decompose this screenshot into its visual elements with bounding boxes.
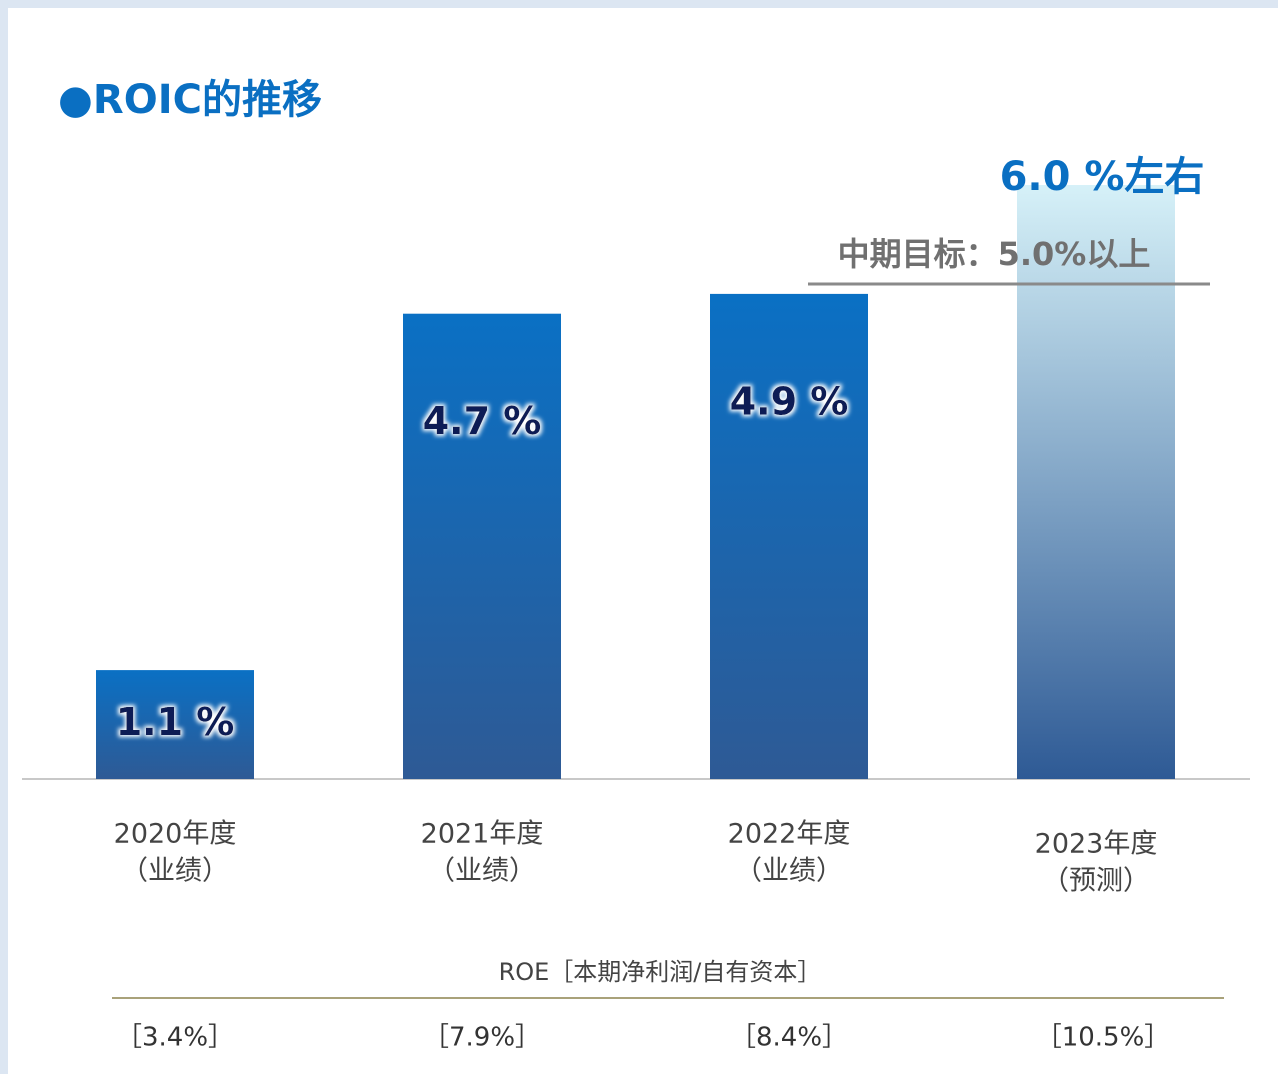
x-tick-label: 2022年度 [728, 819, 851, 850]
frame-left [0, 0, 8, 1074]
value-label: 4.9 % [730, 379, 849, 423]
bar [403, 313, 561, 779]
bar [96, 670, 254, 779]
x-tick-label: （业绩） [121, 856, 229, 887]
value-label: 4.7 % [423, 399, 542, 443]
x-tick-label: （业绩） [735, 856, 843, 887]
roe-value: ［8.4%］ [730, 1023, 848, 1053]
x-tick-label: 2020年度 [114, 819, 237, 850]
x-tick-label: 2023年度 [1035, 829, 1158, 860]
bar [1017, 185, 1175, 779]
x-tick-label: （预测） [1042, 866, 1150, 897]
chart-title: ●ROIC的推移 [58, 77, 322, 123]
value-label: 1.1 % [116, 700, 235, 744]
roe-value: ［7.9%］ [423, 1023, 541, 1053]
value-label: 6.0 %左右 [1000, 154, 1205, 200]
roe-value: ［10.5%］ [1036, 1023, 1171, 1053]
x-tick-label: （业绩） [428, 856, 536, 887]
frame-top [0, 0, 1278, 8]
bar [710, 293, 868, 779]
x-tick-label: 2021年度 [421, 819, 544, 850]
roe-title: ROE［本期净利润/自有资本］ [499, 958, 822, 986]
target-label: 中期目标：5.0%以上 [838, 235, 1151, 273]
roe-value: ［3.4%］ [116, 1023, 234, 1053]
